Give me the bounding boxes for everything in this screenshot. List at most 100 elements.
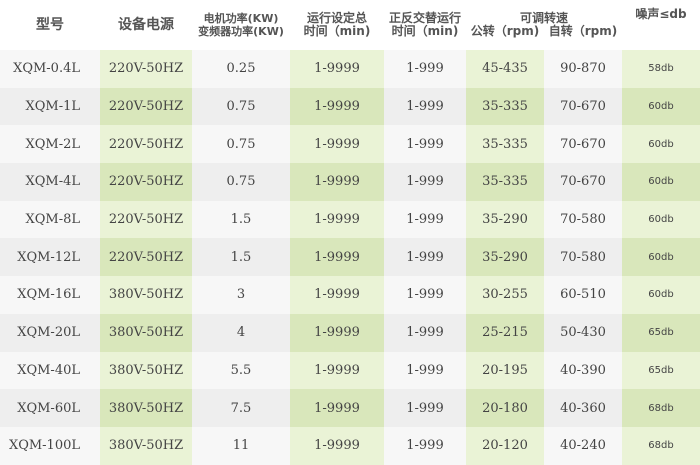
cell-revolution-speed: 35-290 — [466, 238, 544, 277]
cell-alternate-time: 1-999 — [384, 125, 466, 164]
cell-alternate-time: 1-999 — [384, 313, 466, 352]
cell-model: XQM-1L — [0, 87, 100, 126]
cell-power: 380V-50HZ — [100, 389, 192, 427]
table-row: XQM-16L 380V-50HZ 3 1-9999 1-999 30-255 60-510… — [0, 276, 700, 314]
cell-noise: 65db — [622, 351, 700, 390]
cell-run-time: 1-9999 — [290, 163, 384, 201]
cell-motor-power: 1.5 — [192, 238, 290, 277]
cell-noise: 60db — [622, 87, 700, 126]
cell-rotation-speed: 70-670 — [544, 87, 622, 126]
table-row: XQM-12L 220V-50HZ 1.5 1-9999 1-999 35-290 70-5… — [0, 238, 700, 277]
cell-power: 380V-50HZ — [100, 276, 192, 314]
cell-motor-power: 0.75 — [192, 163, 290, 201]
cell-alternate-time: 1-999 — [384, 276, 466, 314]
cell-revolution-speed: 35-335 — [466, 87, 544, 126]
cell-motor-power: 1.5 — [192, 200, 290, 239]
cell-rotation-speed: 60-510 — [544, 276, 622, 314]
cell-rotation-speed: 70-670 — [544, 125, 622, 164]
cell-model: XQM-12L — [0, 238, 100, 277]
cell-alternate-time: 1-999 — [384, 200, 466, 239]
cell-model: XQM-16L — [0, 276, 100, 314]
cell-motor-power: 3 — [192, 276, 290, 314]
cell-revolution-speed: 35-290 — [466, 200, 544, 239]
table-row: XQM-1L 220V-50HZ 0.75 1-9999 1-999 35-335 70-6… — [0, 87, 700, 126]
header-time-line1: 运行设定总 — [306, 11, 367, 25]
header-motor-line2: 变频器功率(KW) — [198, 25, 284, 38]
cell-alternate-time: 1-999 — [384, 426, 466, 465]
cell-power: 220V-50HZ — [100, 200, 192, 239]
cell-motor-power: 0.75 — [192, 87, 290, 126]
cell-noise: 65db — [622, 313, 700, 352]
header-model: 型号 — [36, 16, 64, 33]
cell-model: XQM-40L — [0, 351, 100, 390]
cell-motor-power: 7.5 — [192, 389, 290, 427]
cell-revolution-speed: 20-195 — [466, 351, 544, 390]
cell-rotation-speed: 40-390 — [544, 351, 622, 390]
table-row: XQM-60L 380V-50HZ 7.5 1-9999 1-999 20-180 40-3… — [0, 389, 700, 427]
header-alt-line1: 正反交替运行 — [388, 11, 461, 25]
header-row: 型号 设备电源 电机功率(KW) 变频器功率(KW) 运行设定总 时间（min) 正… — [0, 0, 700, 50]
cell-motor-power: 11 — [192, 426, 290, 465]
cell-power: 220V-50HZ — [100, 125, 192, 164]
cell-run-time: 1-9999 — [290, 87, 384, 126]
cell-power: 220V-50HZ — [100, 163, 192, 201]
cell-model: XQM-60L — [0, 389, 100, 427]
cell-rotation-speed: 70-580 — [544, 200, 622, 239]
cell-rotation-speed: 90-870 — [544, 50, 622, 88]
cell-run-time: 1-9999 — [290, 238, 384, 277]
cell-run-time: 1-9999 — [290, 125, 384, 164]
cell-noise: 68db — [622, 389, 700, 427]
cell-model: XQM-100L — [0, 426, 100, 465]
cell-rotation-speed: 70-670 — [544, 163, 622, 201]
header-time: 运行设定总 时间（min) — [290, 0, 384, 50]
cell-rotation-speed: 40-360 — [544, 389, 622, 427]
cell-noise: 60db — [622, 125, 700, 164]
cell-power: 220V-50HZ — [100, 238, 192, 277]
cell-run-time: 1-9999 — [290, 426, 384, 465]
cell-revolution-speed: 30-255 — [466, 276, 544, 314]
cell-noise: 60db — [622, 163, 700, 201]
cell-alternate-time: 1-999 — [384, 163, 466, 201]
cell-motor-power: 4 — [192, 313, 290, 352]
cell-alternate-time: 1-999 — [384, 87, 466, 126]
cell-rotation-speed: 40-240 — [544, 426, 622, 465]
table-row: XQM-4L 220V-50HZ 0.75 1-9999 1-999 35-335 70-6… — [0, 163, 700, 201]
cell-motor-power: 0.75 — [192, 125, 290, 164]
cell-motor-power: 5.5 — [192, 351, 290, 390]
header-noise: 噪声≤db — [635, 7, 687, 21]
cell-run-time: 1-9999 — [290, 50, 384, 88]
cell-revolution-speed: 20-120 — [466, 426, 544, 465]
header-speed: 可调转速 公转（rpm) 自转（rpm) — [466, 0, 622, 50]
cell-power: 220V-50HZ — [100, 50, 192, 88]
cell-revolution-speed: 35-335 — [466, 163, 544, 201]
header-rev: 公转（rpm) — [470, 24, 540, 38]
cell-run-time: 1-9999 — [290, 200, 384, 239]
table-row: XQM-2L 220V-50HZ 0.75 1-9999 1-999 35-335 70-6… — [0, 125, 700, 164]
header-time-line2: 时间（min) — [303, 24, 371, 38]
cell-alternate-time: 1-999 — [384, 238, 466, 277]
cell-model: XQM-20L — [0, 313, 100, 352]
cell-revolution-speed: 45-435 — [466, 50, 544, 88]
table-row: XQM-40L 380V-50HZ 5.5 1-9999 1-999 20-195 40-3… — [0, 351, 700, 390]
cell-noise: 60db — [622, 238, 700, 277]
header-alt: 正反交替运行 时间（min) — [384, 0, 466, 50]
cell-noise: 60db — [622, 200, 700, 239]
cell-model: XQM-2L — [0, 125, 100, 164]
cell-model: XQM-4L — [0, 163, 100, 201]
cell-noise: 68db — [622, 426, 700, 465]
cell-noise: 60db — [622, 276, 700, 314]
table-row: XQM-0.4L 220V-50HZ 0.25 1-9999 1-999 45-435 90… — [0, 50, 700, 88]
cell-motor-power: 0.25 — [192, 50, 290, 88]
cell-power: 220V-50HZ — [100, 87, 192, 126]
cell-alternate-time: 1-999 — [384, 351, 466, 390]
header-motor: 电机功率(KW) 变频器功率(KW) — [192, 0, 290, 50]
cell-run-time: 1-9999 — [290, 389, 384, 427]
cell-rotation-speed: 50-430 — [544, 313, 622, 352]
cell-run-time: 1-9999 — [290, 313, 384, 352]
cell-alternate-time: 1-999 — [384, 389, 466, 427]
cell-power: 380V-50HZ — [100, 351, 192, 390]
cell-rotation-speed: 70-580 — [544, 238, 622, 277]
header-alt-line2: 时间（min) — [391, 24, 459, 38]
header-power: 设备电源 — [118, 16, 174, 33]
